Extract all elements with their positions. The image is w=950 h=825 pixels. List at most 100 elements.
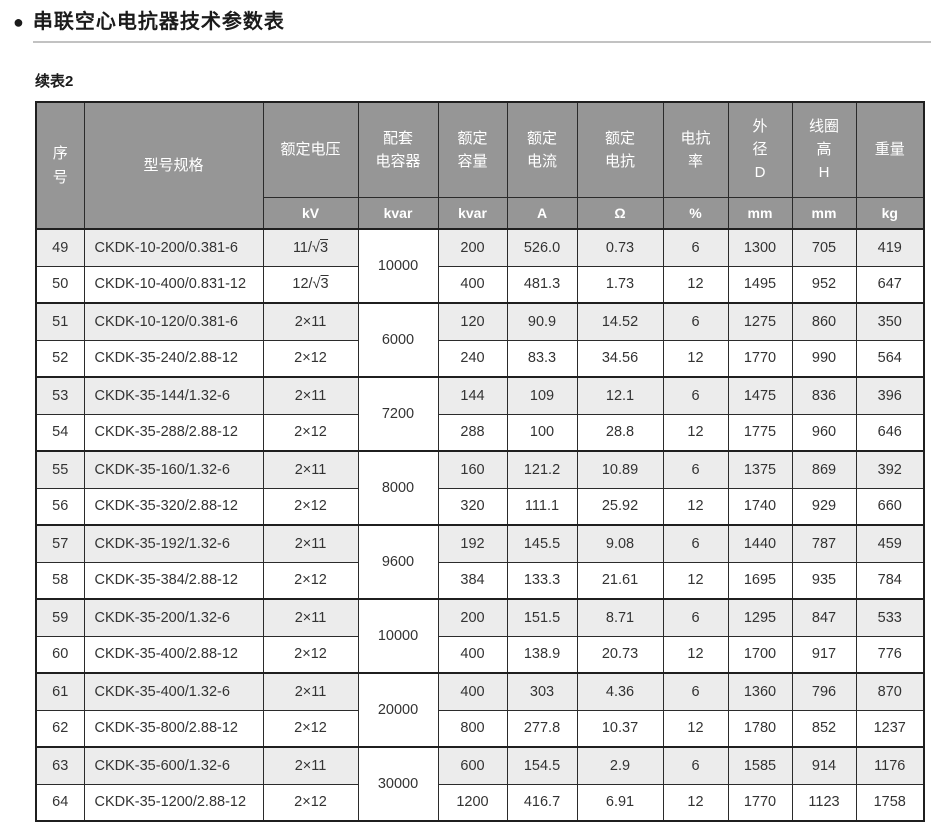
table-row: 54 CKDK-35-288/2.88-12 2×12 288 100 28.8 12 177… [35, 413, 925, 452]
unit-coil-height: mm [791, 196, 857, 230]
cell-weight: 870 [855, 672, 925, 711]
cell-capacity: 320 [437, 487, 508, 526]
cell-height: 836 [791, 376, 857, 415]
cell-weight: 646 [855, 413, 925, 452]
cell-voltage: 2×12 [262, 635, 359, 674]
cell-seq: 62 [35, 709, 85, 748]
unit-voltage: kV [262, 196, 359, 230]
header-line: 线圈 [808, 117, 839, 135]
cell-seq: 52 [35, 339, 85, 378]
cell-capacity: 400 [437, 635, 508, 674]
cell-current: 481.3 [506, 265, 578, 304]
table-row: 51 CKDK-10-120/0.381-6 2×11 6000 120 90.9 14.5… [35, 302, 925, 378]
table-row: 53 CKDK-35-144/1.32-6 2×11 7200 144 109 12.1 6 1… [35, 376, 925, 452]
unit-capacitor: kvar [357, 196, 439, 230]
cell-reactance: 6.91 [576, 783, 664, 822]
cell-weight: 459 [855, 524, 925, 563]
cell-model: CKDK-35-288/2.88-12 [83, 413, 264, 452]
cell-diameter: 1770 [727, 339, 793, 378]
header-line: 号 [52, 168, 68, 186]
bullet-icon: ● [13, 12, 25, 32]
cell-model: CKDK-35-160/1.32-6 [83, 450, 264, 489]
cell-seq: 59 [35, 598, 85, 637]
cell-height: 796 [791, 672, 857, 711]
header-line: 型号规格 [143, 156, 204, 174]
cell-rate: 6 [662, 228, 729, 267]
cell-rate: 6 [662, 376, 729, 415]
cell-voltage: 2×11 [262, 746, 359, 785]
cell-weight: 564 [855, 339, 925, 378]
header-line: 容量 [457, 152, 488, 170]
col-header-diameter: 外 径 D [727, 101, 793, 198]
sqrt-radicand: 3 [320, 276, 329, 293]
cell-current: 138.9 [506, 635, 578, 674]
cell-current: 154.5 [506, 746, 578, 785]
table-row: 62 CKDK-35-800/2.88-12 2×12 800 277.8 10.37 12… [35, 709, 925, 748]
cell-voltage: 2×11 [262, 302, 359, 341]
cell-weight: 533 [855, 598, 925, 637]
cell-reactance: 14.52 [576, 302, 664, 341]
header-line: 电抗 [604, 152, 635, 170]
cell-diameter: 1780 [727, 709, 793, 748]
cell-capacitor: 7200 [357, 376, 439, 452]
col-header-voltage: 额定电压 [262, 101, 359, 198]
cell-voltage: 11/√3 [262, 228, 359, 267]
cell-seq: 49 [35, 228, 85, 267]
cell-seq: 54 [35, 413, 85, 452]
header-row-labels: 序 号 型号规格 额定电压 配套 电容器 额定 容量 额定 [35, 101, 925, 230]
cell-current: 90.9 [506, 302, 578, 341]
cell-weight: 1176 [855, 746, 925, 785]
cell-height: 847 [791, 598, 857, 637]
cell-diameter: 1375 [727, 450, 793, 489]
cell-voltage: 12/√3 [262, 265, 359, 304]
cell-diameter: 1585 [727, 746, 793, 785]
cell-seq: 55 [35, 450, 85, 489]
cell-rate: 6 [662, 598, 729, 637]
cell-seq: 64 [35, 783, 85, 822]
parameters-table: 序 号 型号规格 额定电压 配套 电容器 额定 容量 额定 [35, 101, 925, 822]
cell-height: 1123 [791, 783, 857, 822]
col-header-rate: 电抗 率 [662, 101, 729, 198]
cell-voltage: 2×12 [262, 709, 359, 748]
col-header-current: 额定 电流 [506, 101, 578, 198]
table-body: 49 CKDK-10-200/0.381-6 11/√3 10000 200 526.0 0… [35, 228, 925, 822]
cell-current: 145.5 [506, 524, 578, 563]
cell-seq: 57 [35, 524, 85, 563]
cell-height: 705 [791, 228, 857, 267]
cell-reactance: 8.71 [576, 598, 664, 637]
title-divider [33, 41, 931, 43]
cell-weight: 784 [855, 561, 925, 600]
table-row: 63 CKDK-35-600/1.32-6 2×11 30000 600 154.5 2.9… [35, 746, 925, 822]
cell-current: 121.2 [506, 450, 578, 489]
table-row: 52 CKDK-35-240/2.88-12 2×12 240 83.3 34.56 12 1… [35, 339, 925, 378]
cell-seq: 53 [35, 376, 85, 415]
cell-model: CKDK-35-400/2.88-12 [83, 635, 264, 674]
cell-weight: 660 [855, 487, 925, 526]
col-header-capacitor: 配套 电容器 [357, 101, 439, 198]
cell-reactance: 21.61 [576, 561, 664, 600]
header-line: H [818, 164, 830, 182]
cell-reactance: 2.9 [576, 746, 664, 785]
unit-diameter: mm [727, 196, 793, 230]
header-line: 径 [752, 141, 768, 159]
col-header-seq: 序 号 [35, 101, 85, 230]
cell-voltage: 2×11 [262, 672, 359, 711]
header-line: 配套 [382, 129, 413, 147]
cell-seq: 50 [35, 265, 85, 304]
unit-current: A [506, 196, 578, 230]
cell-height: 852 [791, 709, 857, 748]
cell-capacity: 200 [437, 598, 508, 637]
cell-voltage: 2×11 [262, 598, 359, 637]
cell-rate: 12 [662, 709, 729, 748]
cell-rate: 12 [662, 635, 729, 674]
cell-voltage: 2×11 [262, 524, 359, 563]
header-line: D [754, 164, 766, 182]
cell-weight: 350 [855, 302, 925, 341]
header-line: 额定 [604, 129, 635, 147]
cell-capacity: 600 [437, 746, 508, 785]
cell-reactance: 25.92 [576, 487, 664, 526]
cell-current: 83.3 [506, 339, 578, 378]
col-header-coil-height: 线圈 高 H [791, 101, 857, 198]
cell-rate: 6 [662, 672, 729, 711]
cell-capacity: 120 [437, 302, 508, 341]
